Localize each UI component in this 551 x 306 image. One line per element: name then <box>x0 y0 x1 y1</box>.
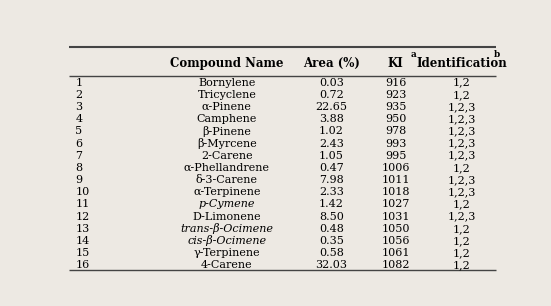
Text: 1.05: 1.05 <box>319 151 344 161</box>
Text: 11: 11 <box>75 200 89 209</box>
Text: 1,2: 1,2 <box>453 78 471 88</box>
Text: 5: 5 <box>75 126 83 136</box>
Text: D-Limonene: D-Limonene <box>192 211 261 222</box>
Text: cis-β-Ocimene: cis-β-Ocimene <box>187 235 267 246</box>
Text: 1,2: 1,2 <box>453 224 471 234</box>
Text: Identification: Identification <box>417 57 507 70</box>
Text: 32.03: 32.03 <box>316 260 348 270</box>
Text: 3.88: 3.88 <box>319 114 344 124</box>
Text: 16: 16 <box>75 260 89 270</box>
Text: 993: 993 <box>385 139 406 148</box>
Text: 12: 12 <box>75 211 89 222</box>
Text: 3: 3 <box>75 102 83 112</box>
Text: 0.58: 0.58 <box>319 248 344 258</box>
Text: Camphene: Camphene <box>197 114 257 124</box>
Text: 9: 9 <box>75 175 83 185</box>
Text: 1,2: 1,2 <box>453 248 471 258</box>
Text: 4: 4 <box>75 114 83 124</box>
Text: 2-Carene: 2-Carene <box>201 151 253 161</box>
Text: 22.65: 22.65 <box>316 102 348 112</box>
Text: 1.42: 1.42 <box>319 200 344 209</box>
Text: p-Cymene: p-Cymene <box>198 200 255 209</box>
Text: KI: KI <box>388 57 403 70</box>
Text: 1,2: 1,2 <box>453 163 471 173</box>
Text: 1,2,3: 1,2,3 <box>447 114 476 124</box>
Text: 978: 978 <box>385 126 406 136</box>
Text: 0.48: 0.48 <box>319 224 344 234</box>
Text: 1,2: 1,2 <box>453 260 471 270</box>
Text: 1,2,3: 1,2,3 <box>447 151 476 161</box>
Text: 1.02: 1.02 <box>319 126 344 136</box>
Text: 2.43: 2.43 <box>319 139 344 148</box>
Text: 995: 995 <box>385 151 406 161</box>
Text: 1050: 1050 <box>381 224 410 234</box>
Text: 1006: 1006 <box>381 163 410 173</box>
Text: 923: 923 <box>385 90 406 100</box>
Text: δ-3-Carene: δ-3-Carene <box>196 175 258 185</box>
Text: 2: 2 <box>75 90 83 100</box>
Text: β-Myrcene: β-Myrcene <box>197 138 257 149</box>
Text: 1,2,3: 1,2,3 <box>447 139 476 148</box>
Text: 1056: 1056 <box>381 236 410 246</box>
Text: trans-β-Ocimene: trans-β-Ocimene <box>180 223 273 234</box>
Text: 15: 15 <box>75 248 89 258</box>
Text: 1,2: 1,2 <box>453 90 471 100</box>
Text: 916: 916 <box>385 78 406 88</box>
Text: 1011: 1011 <box>381 175 410 185</box>
Text: 10: 10 <box>75 187 89 197</box>
Text: 1031: 1031 <box>381 211 410 222</box>
Text: 2.33: 2.33 <box>319 187 344 197</box>
Text: 1061: 1061 <box>381 248 410 258</box>
Text: 1,2: 1,2 <box>453 236 471 246</box>
Text: Compound Name: Compound Name <box>170 57 284 70</box>
Text: 7.98: 7.98 <box>319 175 344 185</box>
Text: 1,2,3: 1,2,3 <box>447 126 476 136</box>
Text: 1,2: 1,2 <box>453 200 471 209</box>
Text: 14: 14 <box>75 236 89 246</box>
Text: 13: 13 <box>75 224 89 234</box>
Text: 1027: 1027 <box>381 200 410 209</box>
Text: a: a <box>410 50 416 59</box>
Text: 0.72: 0.72 <box>319 90 344 100</box>
Text: 950: 950 <box>385 114 406 124</box>
Text: 1082: 1082 <box>381 260 410 270</box>
Text: 1,2,3: 1,2,3 <box>447 187 476 197</box>
Text: 1018: 1018 <box>381 187 410 197</box>
Text: 0.47: 0.47 <box>319 163 344 173</box>
Text: 8: 8 <box>75 163 83 173</box>
Text: 6: 6 <box>75 139 83 148</box>
Text: β-Pinene: β-Pinene <box>202 126 251 137</box>
Text: 1: 1 <box>75 78 83 88</box>
Text: b: b <box>494 50 500 59</box>
Text: Tricyclene: Tricyclene <box>197 90 256 100</box>
Text: 7: 7 <box>75 151 82 161</box>
Text: Bornylene: Bornylene <box>198 78 256 88</box>
Text: 1,2,3: 1,2,3 <box>447 175 476 185</box>
Text: 4-Carene: 4-Carene <box>201 260 253 270</box>
Text: α-Phellandrene: α-Phellandrene <box>184 163 270 173</box>
Text: α-Pinene: α-Pinene <box>202 102 252 112</box>
Text: α-Terpinene: α-Terpinene <box>193 187 261 197</box>
Text: 0.03: 0.03 <box>319 78 344 88</box>
Text: 1,2,3: 1,2,3 <box>447 102 476 112</box>
Text: 935: 935 <box>385 102 406 112</box>
Text: 8.50: 8.50 <box>319 211 344 222</box>
Text: 1,2,3: 1,2,3 <box>447 211 476 222</box>
Text: γ-Terpinene: γ-Terpinene <box>193 248 260 258</box>
Text: 0.35: 0.35 <box>319 236 344 246</box>
Text: Area (%): Area (%) <box>303 57 360 70</box>
